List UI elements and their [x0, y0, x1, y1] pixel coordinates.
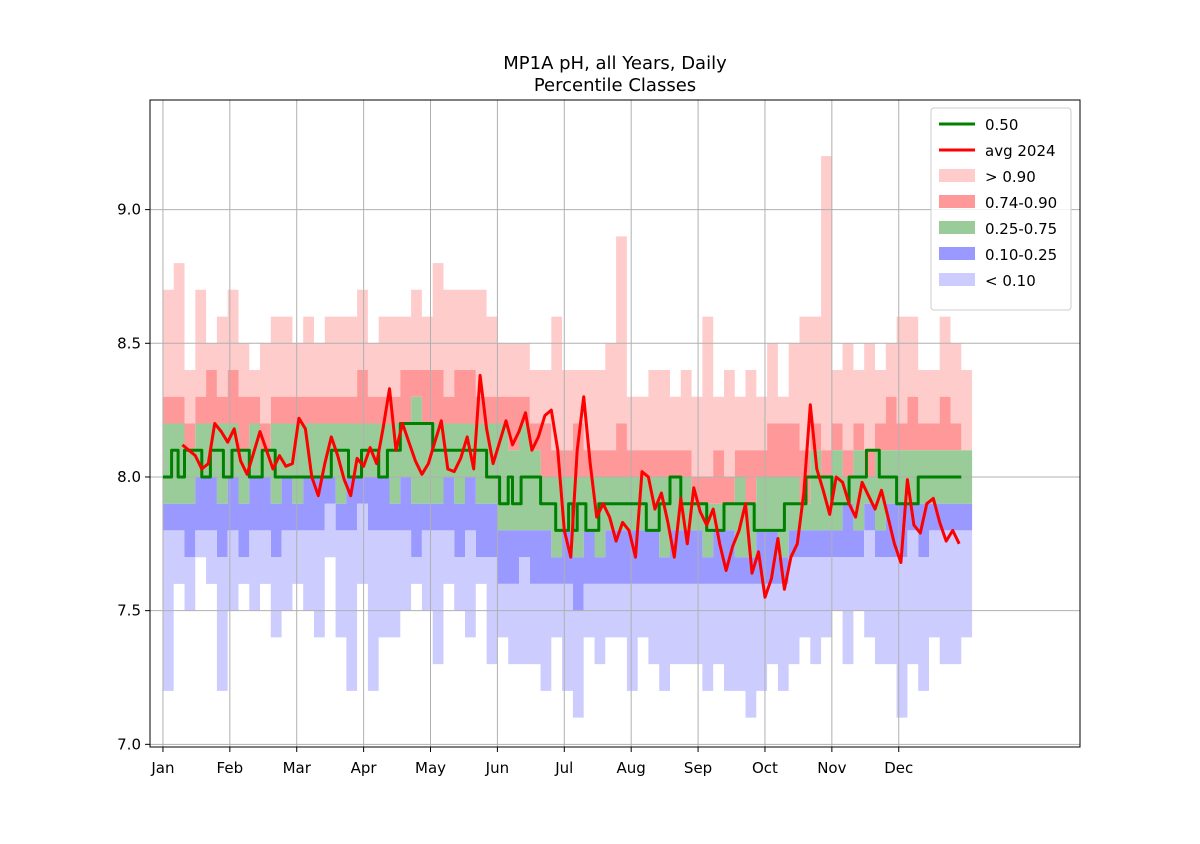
series-lines	[162, 373, 962, 599]
plot-area-frame	[149, 99, 1081, 748]
legend-patch-swatch	[939, 195, 975, 208]
legend-label: 0.25-0.75	[985, 220, 1057, 238]
y-tick-label: 8.5	[117, 334, 141, 352]
x-tick-label: Feb	[217, 759, 244, 777]
legend-label: > 0.90	[985, 168, 1036, 186]
percentile-bands	[162, 156, 973, 718]
x-tick-label: Nov	[817, 759, 846, 777]
x-tick-label: May	[415, 759, 446, 777]
axis-ticks: Jan Feb Mar Apr May Jun Jul Aug Sep Oct Nov Dec 7.0 7…	[117, 201, 913, 777]
x-tick-label: Jul	[554, 759, 573, 777]
x-tick-label: Oct	[752, 759, 778, 777]
y-tick-label: 7.0	[117, 735, 141, 753]
x-tick-label: Mar	[283, 759, 312, 777]
chart-title: MP1A pH, all Years, Daily	[503, 53, 727, 74]
chart-subtitle: Percentile Classes	[534, 75, 696, 96]
legend-patch-swatch	[939, 221, 975, 234]
legend-patch-swatch	[939, 273, 975, 286]
legend-patch-swatch	[939, 169, 975, 182]
y-tick-label: 7.5	[117, 602, 141, 620]
x-tick-label: Dec	[884, 759, 913, 777]
x-tick-label: Sep	[684, 759, 712, 777]
band-74-90	[162, 370, 973, 504]
legend: 0.50 avg 2024 > 0.90 0.74-0.90 0.25-0.75 0.10…	[930, 107, 1072, 311]
legend-label: 0.10-0.25	[985, 246, 1057, 264]
legend-label: avg 2024	[985, 142, 1056, 160]
legend-label: 0.74-0.90	[985, 194, 1057, 212]
y-tick-label: 9.0	[117, 201, 141, 219]
band-above-90	[162, 156, 973, 477]
x-tick-label: Jun	[485, 759, 509, 777]
y-tick-label: 8.0	[117, 468, 141, 486]
x-tick-label: Apr	[351, 759, 378, 777]
legend-label: 0.50	[985, 116, 1018, 134]
legend-label: < 0.10	[985, 272, 1036, 290]
avg-2024-line	[181, 373, 961, 599]
x-tick-label: Jan	[150, 759, 174, 777]
legend-patch-swatch	[939, 247, 975, 260]
x-tick-label: Aug	[617, 759, 646, 777]
